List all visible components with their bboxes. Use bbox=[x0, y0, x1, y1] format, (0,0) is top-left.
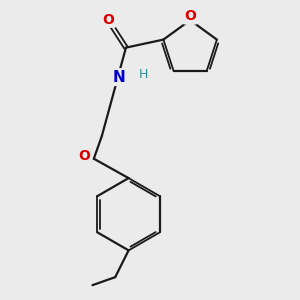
Text: O: O bbox=[79, 149, 90, 163]
Text: H: H bbox=[139, 68, 148, 81]
Text: O: O bbox=[103, 13, 115, 26]
Text: N: N bbox=[113, 70, 126, 85]
Text: O: O bbox=[184, 9, 196, 23]
